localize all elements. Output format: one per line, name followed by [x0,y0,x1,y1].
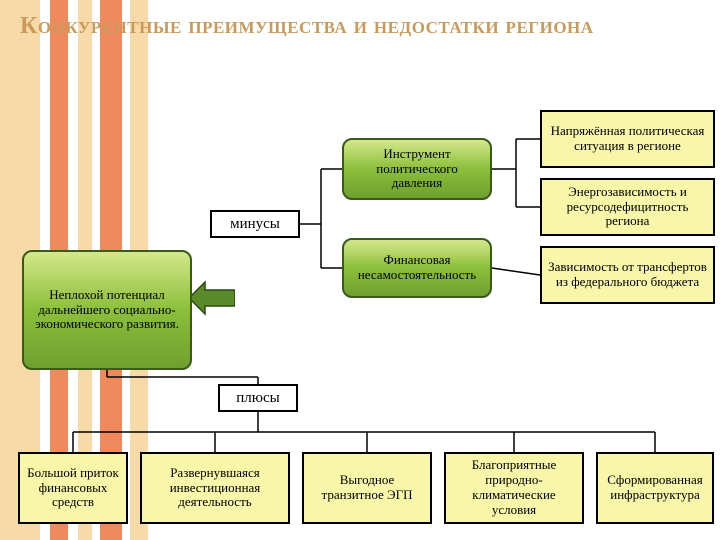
minus-box-energy: Энергозависимость и ресурсодефицитность … [540,178,715,236]
main-potential-box: Неплохой потенциал дальнейшего социально… [22,250,192,370]
page-title: Конкурентные преимущества и недостатки р… [20,12,700,41]
plus-box-inflow: Большой приток финансовых средств [18,452,128,524]
minus-label: минусы [210,210,300,238]
minus-box-instrument: Инструмент политического давления [342,138,492,200]
minus-box-political: Напряжённая политическая ситуация в реги… [540,110,715,168]
arrow-left-icon [189,280,235,316]
plus-label: плюсы [218,384,298,412]
plus-box-nature: Благоприятные природно-климатические усл… [444,452,584,524]
minus-box-financial: Финансовая несамостоятельность [342,238,492,298]
minus-box-dependency: Зависимость от трансфертов из федерально… [540,246,715,304]
plus-box-investment: Развернувшаяся инвестиционная деятельнос… [140,452,290,524]
plus-box-transit: Выгодное транзитное ЭГП [302,452,432,524]
plus-box-infrastructure: Сформированная инфраструктура [596,452,714,524]
